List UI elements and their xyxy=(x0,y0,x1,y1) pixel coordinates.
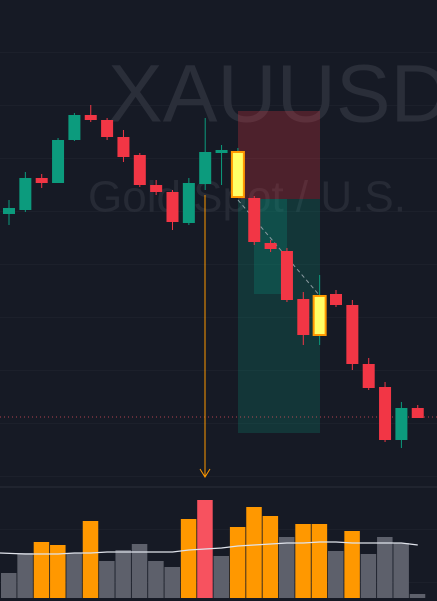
candle-body xyxy=(35,178,48,183)
candle-body xyxy=(182,183,195,223)
candle-body xyxy=(297,299,310,335)
candle-body xyxy=(84,115,97,120)
volume-bar xyxy=(229,527,246,598)
candle-body xyxy=(199,152,212,184)
volume-bar xyxy=(50,545,66,598)
volume-bar xyxy=(17,553,33,598)
candle-body xyxy=(150,185,163,192)
volume-bar xyxy=(278,537,295,598)
volume-bar xyxy=(328,551,344,598)
volume-bar xyxy=(344,531,360,598)
candle-body xyxy=(411,408,424,418)
stop-zone xyxy=(238,111,320,199)
volume-bar xyxy=(1,573,17,598)
volume-ma xyxy=(0,541,418,555)
candle-body xyxy=(264,243,277,249)
candle-body xyxy=(312,295,327,336)
volume-bar xyxy=(377,537,393,598)
arrow-head xyxy=(199,468,211,478)
watermark-title: XAUUSD xyxy=(108,49,437,140)
volume-bar xyxy=(311,524,328,598)
candle-body xyxy=(68,115,81,140)
candle-body xyxy=(215,150,228,153)
candle-body xyxy=(395,408,408,440)
candle-body xyxy=(379,387,392,440)
volume-bar xyxy=(115,550,131,598)
candle-body xyxy=(101,120,114,137)
candle-body xyxy=(133,155,146,185)
volume-bar xyxy=(409,594,426,598)
volume-bar xyxy=(164,567,180,598)
candle-body xyxy=(3,208,15,214)
volume-bar xyxy=(246,507,262,598)
candle-body xyxy=(346,305,359,364)
volume-bar xyxy=(262,516,279,598)
candle-body xyxy=(280,251,293,300)
volume-bar xyxy=(33,542,50,598)
candle-body xyxy=(330,294,342,305)
volume-bar xyxy=(393,543,409,598)
volume-bar xyxy=(213,556,230,598)
candle-body xyxy=(248,198,261,242)
volume-bar xyxy=(131,544,148,598)
candle-body xyxy=(117,137,130,157)
volume-bar xyxy=(148,561,164,598)
volume-bar xyxy=(295,524,311,598)
volume-bar xyxy=(99,561,115,598)
candle-body xyxy=(362,364,375,388)
volume-bar xyxy=(360,554,377,598)
volume-bar xyxy=(82,521,99,598)
candle-body xyxy=(52,140,65,183)
candle-body xyxy=(166,192,179,222)
volume-bar xyxy=(66,553,82,598)
volume-bar xyxy=(180,519,197,598)
candle-body xyxy=(19,178,32,210)
candle-body xyxy=(230,151,245,198)
